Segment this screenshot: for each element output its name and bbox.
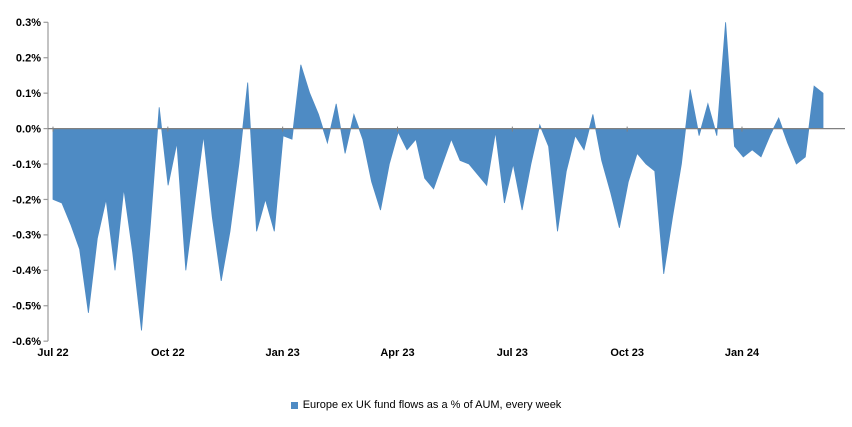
flow-area-series (52, 22, 824, 331)
y-tick-label: -0.3% (12, 230, 41, 242)
x-tick-label: Apr 23 (380, 347, 414, 359)
y-tick-label: -0.1% (12, 159, 41, 171)
y-tick-label: 0.0% (16, 123, 41, 135)
y-tick-label: -0.4% (12, 265, 41, 277)
x-tick-label: Jan 23 (266, 347, 300, 359)
x-tick-label: Oct 22 (151, 347, 185, 359)
y-tick-label: -0.6% (12, 336, 41, 348)
y-tick-label: 0.3% (16, 17, 41, 29)
y-tick-label: 0.1% (16, 88, 41, 100)
chart-legend: Europe ex UK fund flows as a % of AUM, e… (0, 399, 852, 411)
legend-label: Europe ex UK fund flows as a % of AUM, e… (302, 399, 562, 411)
y-tick-label: 0.2% (16, 53, 41, 65)
x-tick-label: Jul 23 (497, 347, 528, 359)
y-tick-label: -0.5% (12, 301, 41, 313)
x-tick-label: Oct 23 (610, 347, 644, 359)
legend-swatch-icon (290, 401, 298, 409)
x-tick-label: Jan 24 (725, 347, 760, 359)
y-tick-label: -0.2% (12, 194, 41, 206)
x-tick-label: Jul 22 (37, 347, 68, 359)
